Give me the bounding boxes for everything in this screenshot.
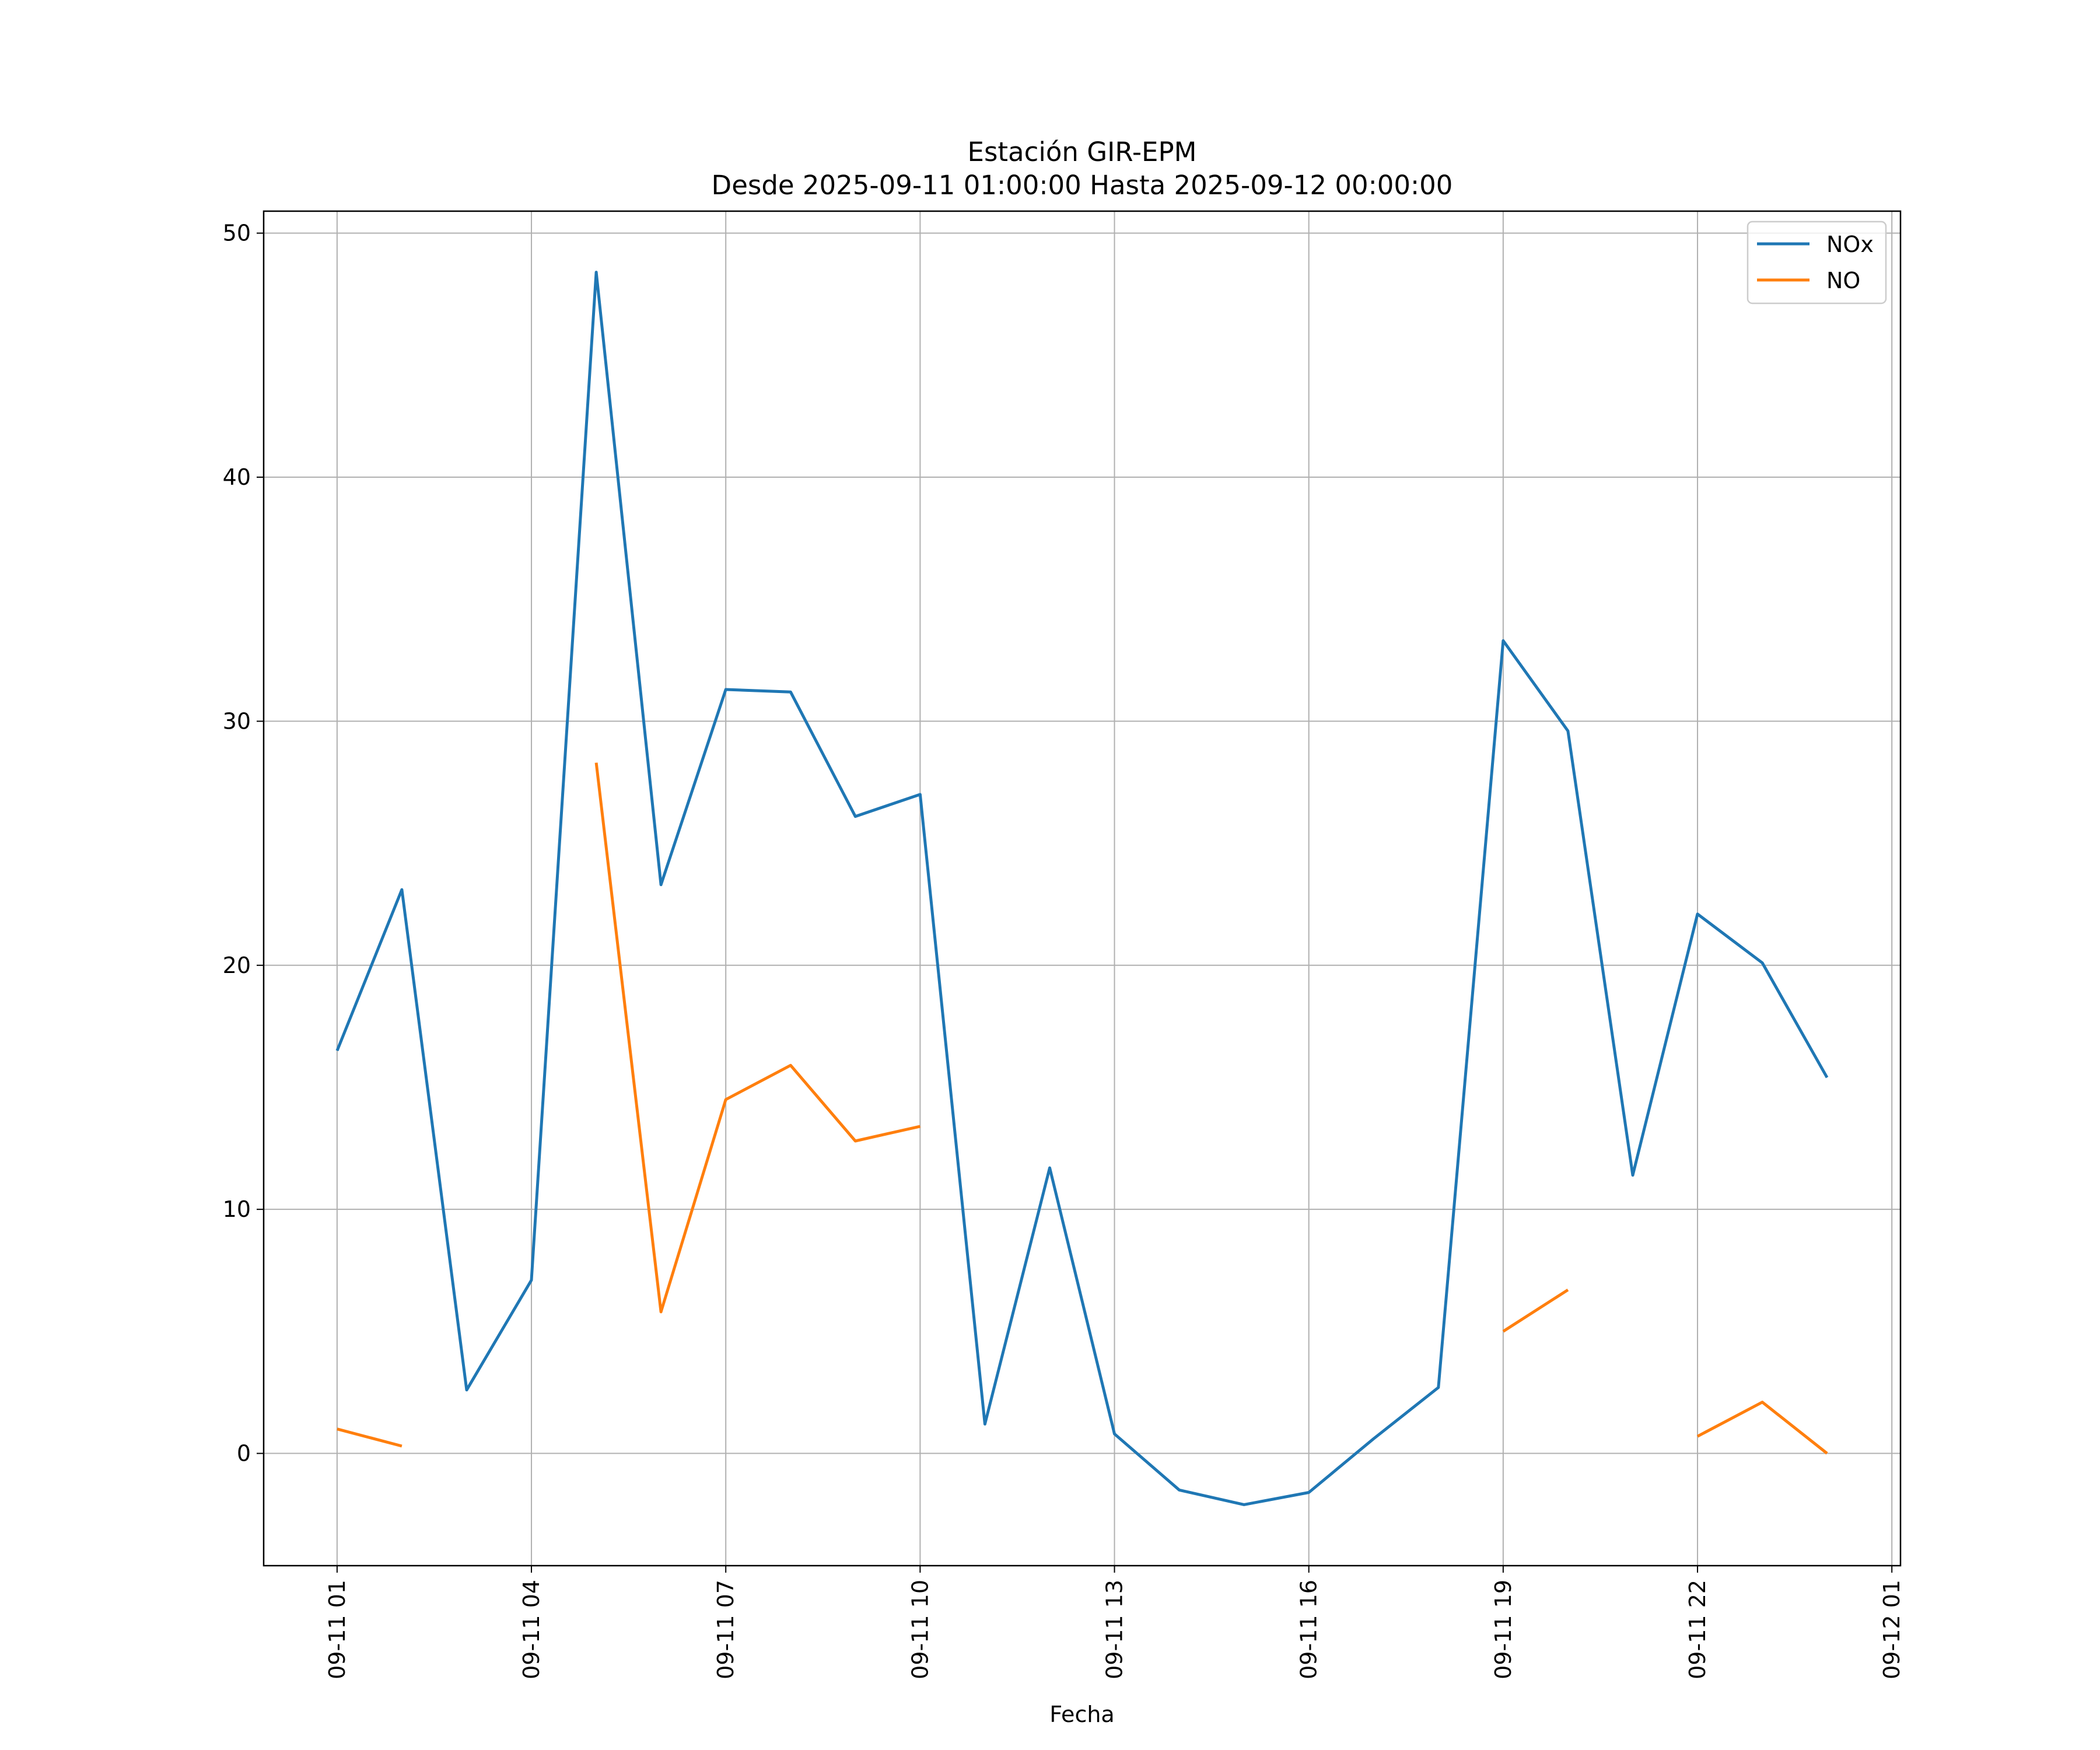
x-tick-label: 09-11 16 <box>1296 1580 1322 1679</box>
x-tick-label: 09-11 19 <box>1490 1580 1516 1679</box>
y-tick-label: 30 <box>223 708 251 734</box>
legend-label-no: NO <box>1826 268 1860 293</box>
chart-subtitle: Desde 2025-09-11 01:00:00 Hasta 2025-09-… <box>712 170 1453 201</box>
x-axis-label: Fecha <box>1049 1702 1114 1727</box>
grid-lines <box>264 211 1901 1566</box>
y-tick-label: 20 <box>223 953 251 978</box>
axis-ticks: 09-11 01 09-11 04 09-11 07 09-11 10 09-11 13… <box>223 220 1905 1679</box>
x-tick-label: 09-12 01 <box>1879 1580 1905 1679</box>
chart-title: Estación GIR-EPM <box>968 136 1197 167</box>
series-no <box>337 762 1828 1455</box>
y-tick-label: 50 <box>223 220 251 246</box>
series-nox <box>335 271 1829 1506</box>
y-tick-label: 0 <box>237 1441 251 1466</box>
x-tick-label: 09-11 07 <box>713 1580 738 1679</box>
x-tick-label: 09-11 22 <box>1685 1580 1710 1679</box>
series-line-no <box>594 762 921 1314</box>
y-tick-label: 40 <box>223 464 251 490</box>
series-line-no <box>337 1427 402 1448</box>
x-tick-label: 09-11 04 <box>519 1580 544 1679</box>
x-tick-label: 09-11 13 <box>1102 1580 1128 1679</box>
legend-box <box>1746 220 1887 304</box>
plot-frame <box>262 210 1902 1567</box>
series-line-no <box>1502 1289 1569 1333</box>
x-tick-label: 09-11 10 <box>907 1580 933 1679</box>
series-line-no <box>1696 1401 1828 1455</box>
plot-area <box>264 211 1901 1566</box>
legend-label-nox: NOx <box>1826 232 1874 257</box>
series-layer <box>335 271 1829 1506</box>
series-line-nox <box>335 271 1829 1506</box>
x-tick-label: 09-11 01 <box>324 1580 350 1679</box>
legend: NOx NO <box>1746 220 1887 304</box>
y-tick-label: 10 <box>223 1196 251 1222</box>
